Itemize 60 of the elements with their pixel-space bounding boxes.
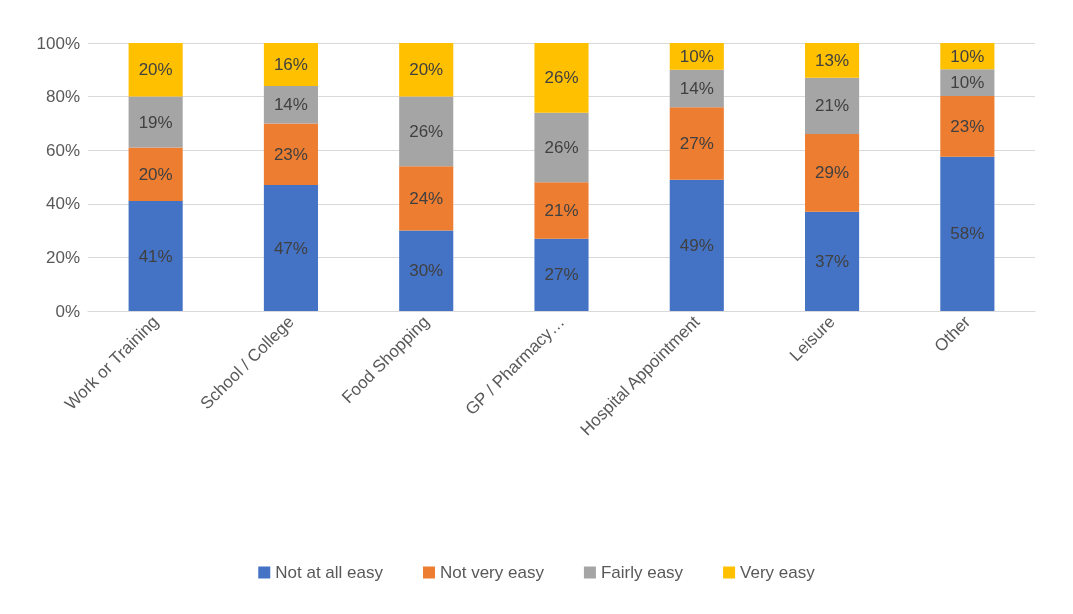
bar xyxy=(805,77,860,135)
data-label: 16% xyxy=(273,54,308,74)
bar xyxy=(128,43,183,97)
data-label: 20% xyxy=(409,60,444,80)
bar xyxy=(805,211,860,311)
bar xyxy=(399,230,454,311)
data-label: 47% xyxy=(273,238,308,258)
data-label: 14% xyxy=(273,95,308,115)
data-label: 26% xyxy=(544,138,579,158)
data-label: 13% xyxy=(815,50,850,70)
data-label: 27% xyxy=(544,265,579,285)
data-label: 27% xyxy=(679,134,714,153)
data-label: 10% xyxy=(679,46,714,66)
y-tick-label: 20% xyxy=(45,247,80,267)
data-label: 14% xyxy=(679,79,714,99)
y-tick-label: 100% xyxy=(36,33,80,53)
y-tick-label: 0% xyxy=(55,301,80,321)
data-label: 20% xyxy=(138,164,173,184)
bar xyxy=(669,179,724,311)
data-label: 20% xyxy=(138,60,173,80)
data-label: 23% xyxy=(273,144,308,164)
data-label: 29% xyxy=(815,163,850,183)
data-label: 41% xyxy=(138,246,173,266)
data-label: 26% xyxy=(409,121,444,141)
y-tick-label: 80% xyxy=(45,87,80,107)
bar xyxy=(669,107,724,180)
bar xyxy=(263,43,318,86)
bar xyxy=(128,201,183,311)
bar xyxy=(263,123,318,186)
bar xyxy=(940,96,995,157)
data-label: 21% xyxy=(544,201,579,220)
bar xyxy=(399,96,454,167)
data-label: 26% xyxy=(544,68,579,88)
legend-label: Not at all easy xyxy=(275,563,384,582)
data-label: 21% xyxy=(815,96,850,116)
legend-label: Fairly easy xyxy=(600,563,684,582)
bar xyxy=(399,166,454,231)
bar xyxy=(128,96,183,148)
y-tick-label: 40% xyxy=(45,194,80,214)
data-label: 30% xyxy=(409,261,444,281)
data-label: 10% xyxy=(950,46,985,66)
bar xyxy=(534,238,589,311)
legend-label: Very easy xyxy=(740,563,816,582)
bar xyxy=(805,134,860,212)
data-label: 19% xyxy=(138,112,173,132)
bar xyxy=(534,182,589,239)
data-label: 37% xyxy=(815,251,850,271)
bar xyxy=(534,43,589,113)
data-label: 10% xyxy=(950,73,985,93)
y-tick-label: 60% xyxy=(45,140,80,160)
bar xyxy=(534,112,589,183)
legend-label: Not very easy xyxy=(439,563,545,582)
bar xyxy=(940,156,995,311)
bar xyxy=(263,185,318,311)
data-label: 23% xyxy=(950,116,985,136)
data-label: 49% xyxy=(679,235,714,255)
data-label: 24% xyxy=(409,188,444,208)
data-label: 58% xyxy=(950,224,985,244)
bar xyxy=(399,43,454,97)
bar xyxy=(128,147,183,202)
